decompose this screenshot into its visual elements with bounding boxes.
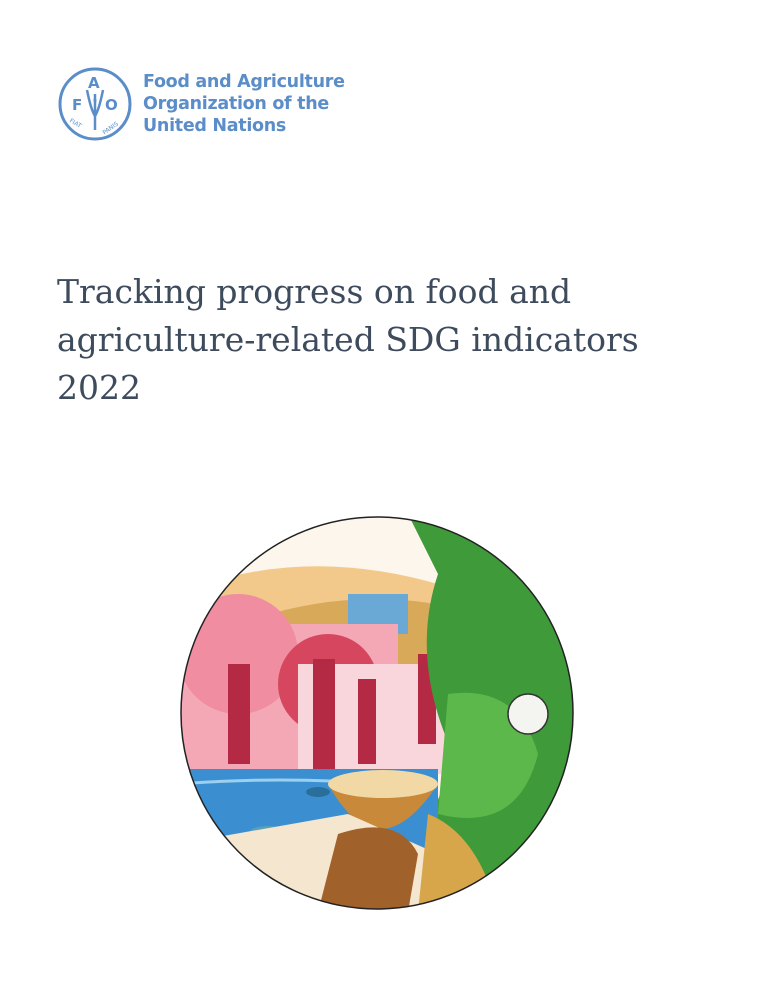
org-name-line: Organization of the (143, 94, 329, 114)
title-line: Tracking progress on food and (57, 272, 572, 311)
svg-text:O: O (105, 96, 118, 114)
fao-emblem-icon: F A O FIAT PANIS (58, 67, 132, 141)
org-name-line: United Nations (143, 116, 287, 136)
svg-text:F: F (72, 96, 82, 114)
document-title: Tracking progress on food and agricultur… (57, 268, 639, 412)
title-line: agriculture-related SDG indicators (57, 320, 639, 359)
org-name-line: Food and Agriculture (143, 72, 345, 92)
title-line: 2022 (57, 368, 141, 407)
cover-illustration (180, 516, 574, 910)
svg-text:A: A (88, 74, 100, 92)
fao-logo: F A O FIAT PANIS Food and Agriculture Or… (57, 66, 345, 142)
org-name: Food and Agriculture Organization of the… (143, 71, 345, 137)
